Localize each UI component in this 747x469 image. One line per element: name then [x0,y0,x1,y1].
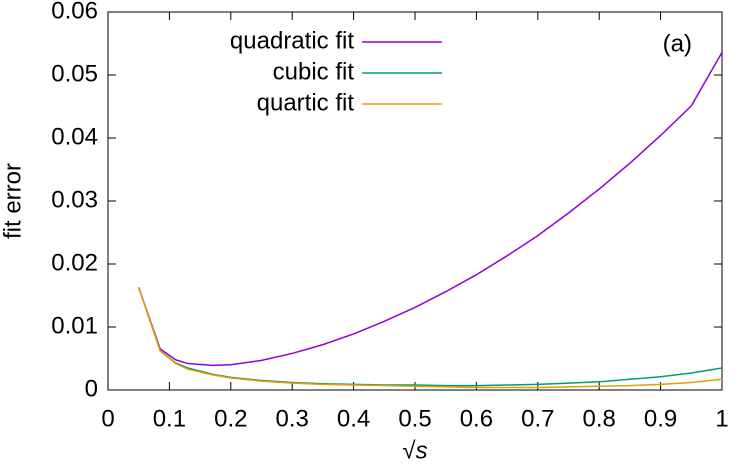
y-tick-label: 0.01 [51,312,98,339]
y-axis-label: fit error [0,163,26,239]
x-tick-label: 0 [101,405,114,432]
x-tick-label: 0.8 [583,405,616,432]
y-tick-label: 0.05 [51,60,98,87]
x-tick-label: 0.2 [214,405,247,432]
series-line [137,287,723,389]
y-tick-label: 0.06 [51,0,98,24]
x-tick-label: 0.5 [398,405,431,432]
series-line [137,51,723,367]
y-tick-label: 0.02 [51,249,98,276]
x-tick-label: 0.6 [460,405,493,432]
y-tick-label: 0.03 [51,186,98,213]
x-tick-label: 0.9 [644,405,677,432]
y-tick-label: 0.04 [51,123,98,150]
x-tick-label: 0.3 [276,405,309,432]
x-tick-label: 1 [715,405,728,432]
legend-label: cubic fit [273,58,355,85]
legend-label: quartic fit [257,89,355,116]
x-tick-label: 0.4 [337,405,370,432]
series-line [137,287,723,387]
legend-label: quadratic fit [230,27,354,54]
x-tick-label: 0.1 [153,405,186,432]
y-tick-label: 0 [85,375,98,402]
plot-frame [107,11,723,391]
x-axis-label: √s [402,437,427,464]
annotation: (a) [663,30,692,57]
x-tick-label: 0.7 [521,405,554,432]
